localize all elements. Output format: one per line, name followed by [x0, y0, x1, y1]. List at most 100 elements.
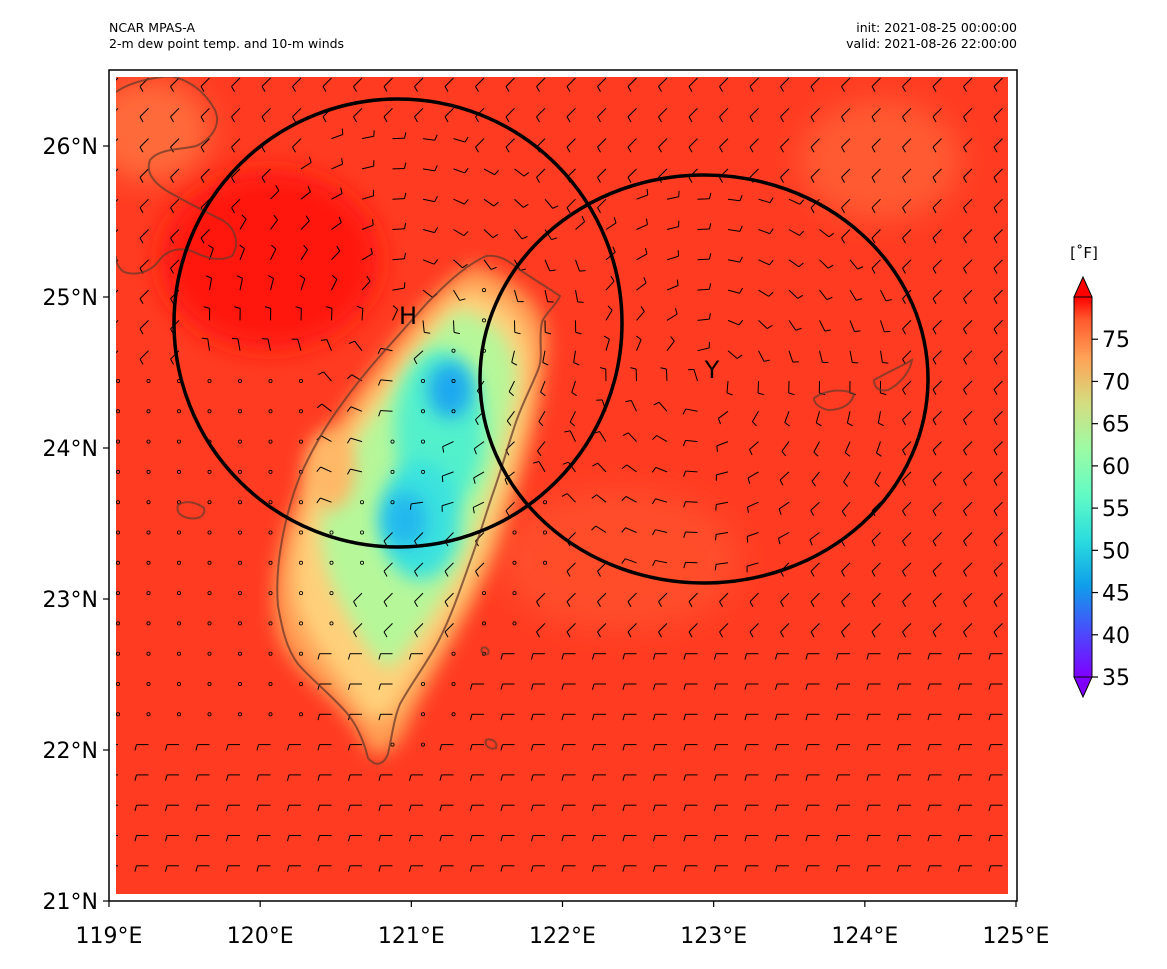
wind-barb: [835, 744, 850, 751]
wind-barb: [347, 468, 363, 475]
wind-barb: [200, 77, 210, 92]
wind-barb: [811, 471, 820, 487]
wind-barb: [591, 804, 606, 812]
wind-barb: [392, 162, 407, 170]
wind-barb: [317, 865, 332, 872]
wind-barb: [453, 289, 466, 301]
wind-barb: [788, 350, 799, 363]
wind-barb: [439, 744, 454, 751]
wind-barb: [902, 380, 912, 395]
wind-barb: [469, 713, 484, 721]
wind-barb: [658, 77, 668, 92]
wind-barb: [561, 713, 576, 721]
wind-barb: [902, 441, 912, 456]
calm-wind-marker: [268, 500, 273, 505]
wind-barb: [697, 223, 712, 230]
wind-barb: [561, 744, 576, 751]
wind-barb: [871, 168, 881, 183]
wind-barb: [963, 289, 973, 305]
wind-barb: [809, 532, 820, 546]
wind-barb: [758, 228, 774, 235]
wind-barb: [116, 107, 119, 112]
wind-barb: [444, 592, 454, 608]
wind-barb: [261, 107, 271, 123]
wind-barb: [134, 744, 149, 751]
wind-barb: [932, 532, 942, 547]
wind-barb: [774, 683, 789, 690]
wind-barb: [805, 744, 820, 751]
wind-barb: [993, 320, 1003, 335]
wind-barb: [500, 653, 515, 660]
wind-barb: [236, 275, 243, 291]
calm-wind-marker: [176, 469, 181, 474]
wind-barb: [815, 411, 822, 427]
wind-barb: [902, 471, 912, 486]
wind-barb: [317, 744, 332, 751]
calm-wind-marker: [176, 409, 181, 414]
wind-barb: [195, 774, 210, 781]
wind-barb: [591, 525, 607, 533]
wind-barb: [788, 198, 805, 205]
colorbar-extend-max: [1073, 275, 1093, 298]
wind-barb: [805, 865, 820, 872]
wind-barb: [205, 275, 213, 291]
wind-barb: [652, 835, 667, 842]
calm-wind-marker: [298, 651, 303, 656]
wind-barb: [932, 138, 942, 153]
wind-barb: [841, 138, 851, 153]
wind-barb: [819, 350, 829, 363]
wind-barb: [896, 865, 911, 872]
calm-wind-marker: [451, 409, 456, 414]
wind-barb: [927, 713, 942, 721]
wind-barb: [378, 683, 393, 690]
wind-barb: [993, 350, 1003, 365]
wind-barb: [439, 835, 454, 842]
wind-barb: [683, 865, 698, 872]
wind-barb: [514, 320, 521, 335]
wind-barb: [116, 138, 119, 142]
wind-barb: [621, 495, 637, 503]
calm-wind-marker: [237, 469, 242, 474]
colorbar-tick-label: 45: [1102, 582, 1130, 607]
wind-barb: [561, 804, 576, 812]
wind-barb: [896, 683, 911, 690]
wind-barb: [810, 592, 820, 608]
wind-barb: [774, 653, 789, 660]
wind-barb: [713, 804, 728, 812]
wind-barb: [170, 168, 180, 183]
calm-wind-marker: [420, 742, 425, 747]
wind-barb: [727, 225, 743, 232]
calm-wind-marker: [268, 712, 273, 717]
wind-barb: [261, 168, 271, 183]
calm-wind-marker: [298, 621, 303, 626]
wind-barb: [469, 804, 484, 812]
wind-barb: [530, 683, 545, 690]
wind-barb: [751, 411, 759, 427]
wind-barb: [683, 744, 698, 751]
wind-barb: [658, 138, 668, 153]
wind-barb: [331, 245, 341, 261]
calm-wind-marker: [359, 560, 364, 565]
wind-barb: [727, 256, 743, 263]
calm-wind-marker: [329, 560, 334, 565]
wind-barb: [697, 283, 712, 291]
wind-barb: [139, 350, 149, 365]
wind-barb: [902, 320, 912, 335]
wind-barb: [139, 107, 149, 123]
wind-barb: [788, 289, 804, 299]
dewpoint-field: [116, 77, 1008, 894]
wind-barb: [778, 501, 790, 515]
wind-barb: [622, 744, 637, 751]
wind-barb: [688, 107, 698, 123]
wind-barb: [625, 399, 637, 412]
wind-barb: [744, 653, 759, 660]
wind-barb: [383, 562, 393, 577]
wind-barb: [116, 77, 119, 81]
wind-barb: [300, 156, 312, 170]
calm-wind-marker: [237, 439, 242, 444]
wind-barb: [774, 804, 789, 812]
wind-barb: [483, 259, 497, 270]
wind-barb: [630, 367, 637, 382]
wind-barb: [378, 865, 393, 872]
lat-tick-label: 21°N: [43, 890, 98, 915]
